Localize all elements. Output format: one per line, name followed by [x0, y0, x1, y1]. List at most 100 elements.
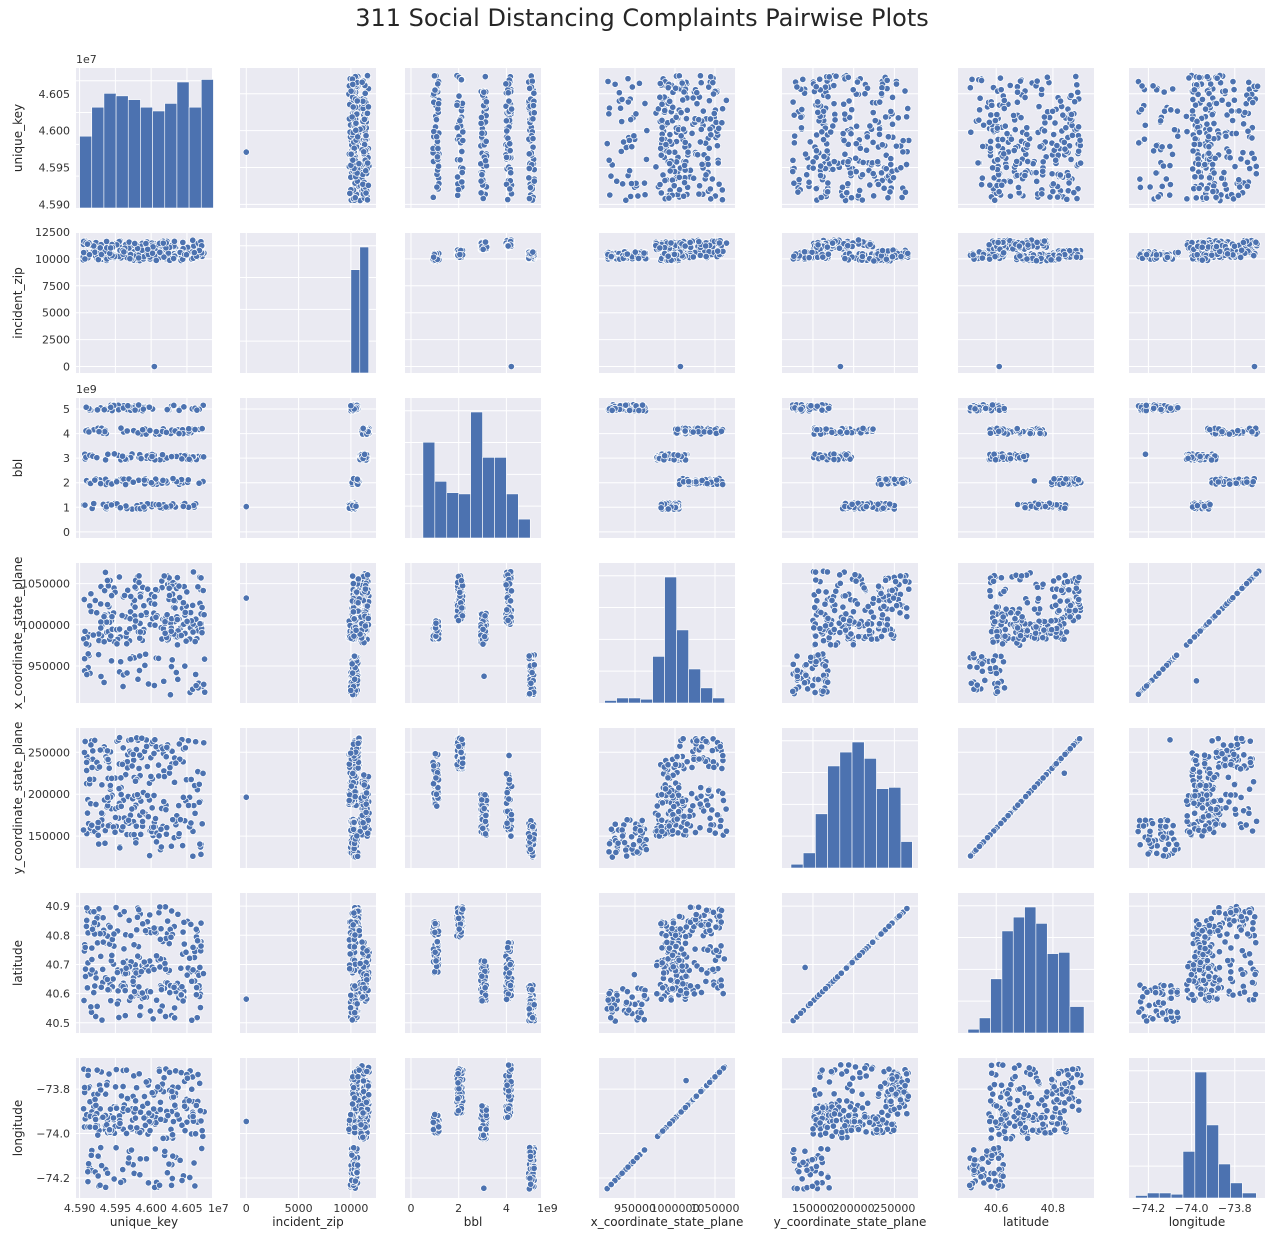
scatter-point — [833, 73, 839, 79]
scatter-point — [801, 249, 807, 255]
scatter-point — [677, 363, 683, 369]
scatter-point — [895, 115, 901, 121]
scatter-point — [353, 127, 359, 133]
scatter-point — [531, 110, 537, 116]
scatter-point — [687, 239, 693, 245]
scatter-point — [808, 403, 814, 409]
scatter-point — [349, 114, 355, 120]
scatter-point — [798, 125, 804, 131]
scatter-point — [690, 254, 696, 260]
scatter-point — [696, 191, 702, 197]
scatter-point — [704, 480, 710, 486]
scatter-point — [681, 162, 687, 168]
scatter-point — [690, 429, 696, 435]
scatter-point — [853, 140, 859, 146]
scatter-point — [1221, 169, 1227, 175]
panel-bbl-vs-unique_key — [76, 398, 212, 538]
scatter-point — [633, 111, 639, 117]
panel-unique_key-vs-longitude — [1129, 68, 1265, 208]
scatter-point — [819, 129, 825, 135]
scatter-point — [705, 155, 711, 161]
scatter-point — [841, 137, 847, 143]
scatter-point — [1007, 82, 1013, 88]
scatter-point — [1161, 89, 1167, 95]
scatter-point — [821, 153, 827, 159]
scatter-point — [877, 99, 883, 105]
scatter-point — [1199, 96, 1205, 102]
scatter-point — [700, 108, 706, 114]
scatter-point — [1194, 502, 1200, 508]
scatter-point — [457, 251, 463, 257]
scatter-point — [1167, 162, 1173, 168]
scatter-point — [1184, 196, 1190, 202]
scatter-point — [814, 403, 820, 409]
scatter-point — [698, 80, 704, 86]
scatter-point — [665, 506, 671, 512]
scatter-point — [629, 144, 635, 150]
scatter-point — [146, 404, 152, 410]
scatter-point — [526, 151, 532, 157]
scatter-point — [817, 172, 823, 178]
scatter-point — [1242, 109, 1248, 115]
scatter-point — [658, 190, 664, 196]
scatter-point — [1033, 258, 1039, 264]
scatter-point — [878, 90, 884, 96]
scatter-point — [791, 253, 797, 259]
scatter-point — [1167, 181, 1173, 187]
scatter-point — [1139, 83, 1145, 89]
scatter-point — [1235, 192, 1241, 198]
scatter-point — [883, 256, 889, 262]
scatter-point — [350, 81, 356, 87]
scatter-point — [791, 133, 797, 139]
scatter-point — [626, 407, 632, 413]
scatter-point — [505, 196, 511, 202]
scatter-point — [998, 86, 1004, 92]
scatter-point — [883, 476, 889, 482]
scatter-point — [989, 102, 995, 108]
scatter-point — [820, 136, 826, 142]
scatter-point — [1138, 106, 1144, 112]
scatter-point — [460, 129, 466, 135]
histogram-bar — [360, 247, 369, 373]
scatter-point — [1253, 163, 1259, 169]
scatter-point — [609, 407, 615, 413]
scatter-point — [151, 363, 157, 369]
scatter-point — [196, 480, 202, 486]
scatter-point — [629, 84, 635, 90]
scatter-point — [820, 254, 826, 260]
scatter-point — [243, 503, 249, 509]
scatter-point — [503, 118, 509, 124]
scatter-point — [814, 426, 820, 432]
scatter-point — [659, 124, 665, 130]
scatter-point — [676, 174, 682, 180]
scatter-point — [905, 105, 911, 111]
scatter-point — [1044, 74, 1050, 80]
scatter-point — [871, 258, 877, 264]
scatter-point — [454, 102, 460, 108]
scatter-point — [1001, 105, 1007, 111]
scatter-point — [978, 181, 984, 187]
scatter-point — [1042, 503, 1048, 509]
scatter-point — [108, 502, 114, 508]
scatter-point — [508, 170, 514, 176]
scatter-point — [806, 179, 812, 185]
scatter-point — [870, 193, 876, 199]
scatter-point — [891, 476, 897, 482]
scatter-point — [881, 185, 887, 191]
panel-background — [1129, 398, 1265, 538]
scatter-point — [706, 145, 712, 151]
histogram-bar — [177, 82, 189, 208]
scatter-point — [967, 85, 973, 91]
scatter-point — [695, 116, 701, 122]
scatter-point — [1251, 252, 1257, 258]
scatter-point — [864, 134, 870, 140]
scatter-point — [353, 120, 359, 126]
scatter-point — [1159, 183, 1165, 189]
scatter-point — [1194, 118, 1200, 124]
scatter-point — [1208, 457, 1214, 463]
scatter-point — [1000, 250, 1006, 256]
scatter-point — [992, 253, 998, 259]
histogram-bar — [116, 96, 128, 208]
scatter-point — [703, 253, 709, 259]
scatter-point — [364, 160, 370, 166]
